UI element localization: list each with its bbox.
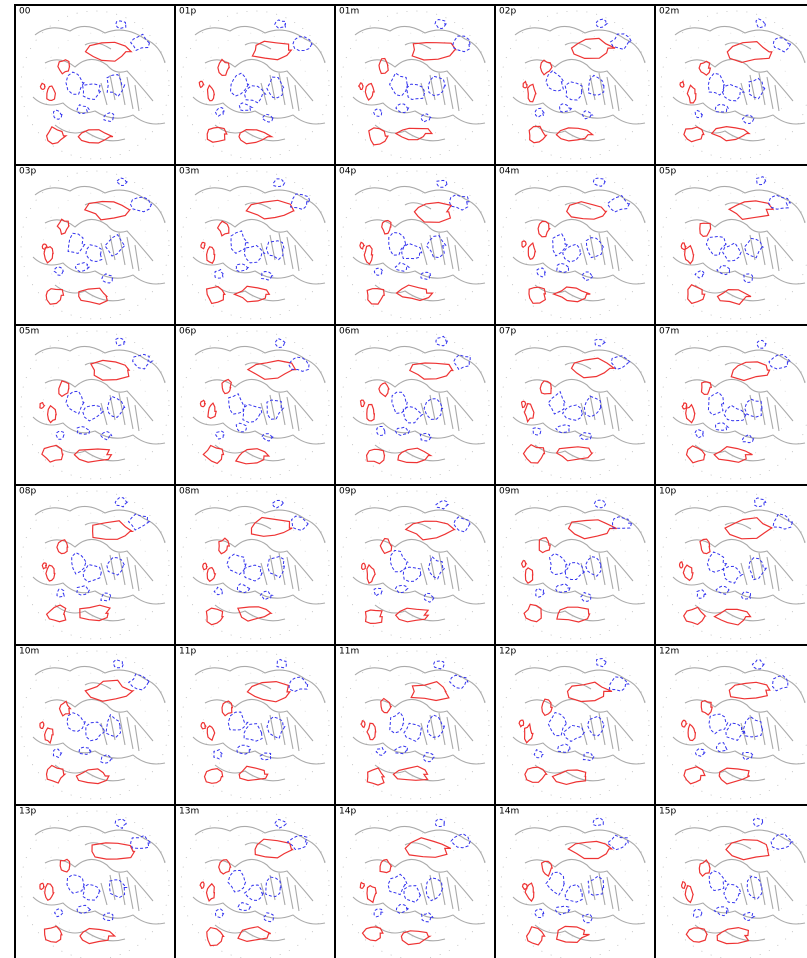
panel-border: [175, 325, 335, 485]
panel-label: 05p: [659, 167, 676, 177]
map-panel: 11m: [335, 645, 495, 805]
map-panel: 05p: [655, 165, 807, 325]
map-panel: 01p: [175, 5, 335, 165]
panel-label: 04m: [499, 167, 519, 177]
map-panel: 07p: [495, 325, 655, 485]
map-panel: 02m: [655, 5, 807, 165]
map-panel: 07m: [655, 325, 807, 485]
map-panel: 11p: [175, 645, 335, 805]
map-panel: 05m: [15, 325, 175, 485]
panel-label: 05m: [19, 327, 39, 337]
panel-border: [655, 645, 807, 805]
panel-label: 07p: [499, 327, 516, 337]
panel-label: 12p: [499, 647, 516, 657]
panel-border: [15, 5, 175, 165]
panel-label: 08m: [179, 487, 199, 497]
panel-label: 06p: [179, 327, 196, 337]
panel-border: [335, 165, 495, 325]
panel-label: 06m: [339, 327, 359, 337]
panel-label: 07m: [659, 327, 679, 337]
map-panel: 13p: [15, 805, 175, 958]
panel-label: 11p: [179, 647, 196, 657]
map-panel: 06p: [175, 325, 335, 485]
map-panel: 12p: [495, 645, 655, 805]
map-panel: 09m: [495, 485, 655, 645]
panel-label: 01p: [179, 7, 196, 17]
panel-border: [175, 5, 335, 165]
map-panel: 06m: [335, 325, 495, 485]
panel-border: [15, 485, 175, 645]
panel-grid: 00 01p 01m 02p 02m 03p 03m 04p 04m 05p 05m 06p 06m 07…: [0, 0, 807, 958]
panel-border: [495, 645, 655, 805]
panel-label: 15p: [659, 807, 676, 817]
panel-border: [15, 165, 175, 325]
panel-label: 03m: [179, 167, 199, 177]
panel-label: 10m: [19, 647, 39, 657]
map-panel: 01m: [335, 5, 495, 165]
map-panel: 10m: [15, 645, 175, 805]
map-panel: 13m: [175, 805, 335, 958]
map-panel: 03m: [175, 165, 335, 325]
panel-label: 04p: [339, 167, 356, 177]
panel-border: [655, 165, 807, 325]
panel-label: 10p: [659, 487, 676, 497]
panel-label: 11m: [339, 647, 359, 657]
panel-label: 09p: [339, 487, 356, 497]
map-panel: 15p: [655, 805, 807, 958]
map-panel: 04m: [495, 165, 655, 325]
panel-label: 00: [19, 7, 31, 17]
panel-label: 02m: [659, 7, 679, 17]
map-panel: 12m: [655, 645, 807, 805]
panel-border: [335, 325, 495, 485]
panel-label: 13m: [179, 807, 199, 817]
panel-label: 14m: [499, 807, 519, 817]
map-panel: 10p: [655, 485, 807, 645]
map-panel: 08p: [15, 485, 175, 645]
map-panel: 14m: [495, 805, 655, 958]
panel-label: 13p: [19, 807, 36, 817]
panel-border: [15, 645, 175, 805]
panel-border: [495, 5, 655, 165]
panel-label: 08p: [19, 487, 36, 497]
panel-border: [175, 645, 335, 805]
panel-label: 02p: [499, 7, 516, 17]
map-panel: 09p: [335, 485, 495, 645]
panel-label: 01m: [339, 7, 359, 17]
map-panel: 04p: [335, 165, 495, 325]
map-panel: 08m: [175, 485, 335, 645]
map-panel: 14p: [335, 805, 495, 958]
panel-border: [655, 485, 807, 645]
panel-label: 09m: [499, 487, 519, 497]
panel-label: 03p: [19, 167, 36, 177]
map-panel: 00: [15, 5, 175, 165]
map-panel: 03p: [15, 165, 175, 325]
panel-label: 14p: [339, 807, 356, 817]
panel-label: 12m: [659, 647, 679, 657]
map-panel: 02p: [495, 5, 655, 165]
